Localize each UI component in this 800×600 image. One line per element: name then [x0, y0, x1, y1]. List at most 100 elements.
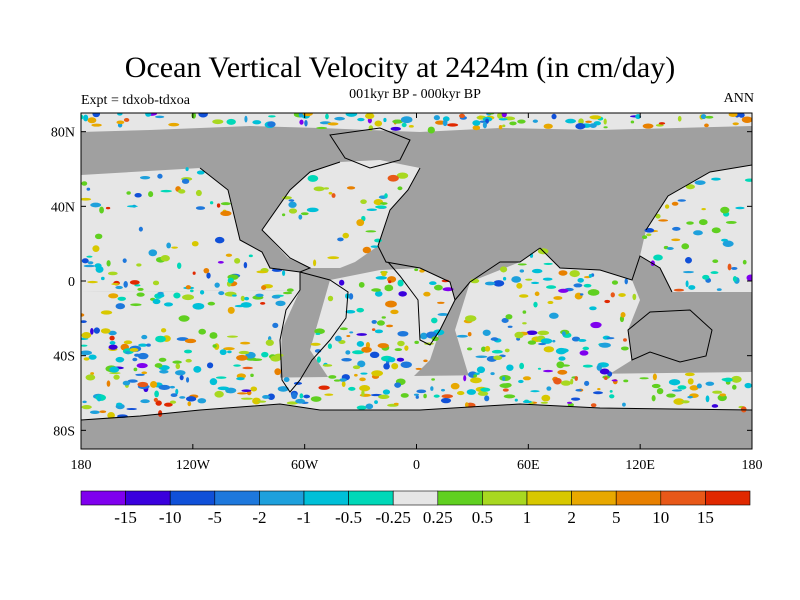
velocity-blob: [431, 317, 438, 324]
velocity-blob: [342, 232, 350, 239]
velocity-blob: [746, 274, 752, 282]
velocity-blob: [467, 331, 472, 337]
velocity-blob: [366, 208, 378, 211]
velocity-blob: [358, 281, 365, 288]
velocity-blob: [588, 273, 592, 278]
velocity-blob: [442, 119, 448, 127]
velocity-blob: [185, 285, 191, 290]
velocity-blob: [316, 356, 321, 363]
colorbar-swatch: [169, 490, 216, 506]
velocity-blob: [549, 312, 559, 319]
velocity-blob: [400, 361, 412, 368]
velocity-blob: [575, 388, 582, 392]
velocity-blob: [393, 402, 399, 406]
velocity-blob: [341, 358, 352, 362]
velocity-blob: [687, 395, 694, 399]
velocity-blob: [525, 278, 533, 281]
velocity-blob: [154, 390, 159, 398]
colorbar-label: 10: [652, 508, 669, 527]
velocity-blob: [437, 313, 449, 316]
velocity-blob: [396, 172, 409, 179]
velocity-blob: [359, 377, 366, 382]
velocity-blob: [106, 380, 111, 387]
velocity-blob: [262, 394, 270, 399]
velocity-blob: [719, 393, 726, 397]
velocity-blob: [440, 397, 452, 404]
velocity-blob: [179, 374, 184, 381]
velocity-blob: [337, 237, 344, 242]
velocity-blob: [571, 397, 581, 401]
velocity-blob: [154, 363, 163, 368]
velocity-blob: [470, 377, 482, 384]
velocity-blob: [519, 294, 529, 298]
velocity-blob: [582, 346, 590, 351]
velocity-blob: [150, 381, 158, 388]
velocity-blob: [689, 385, 699, 391]
velocity-blob: [498, 125, 503, 130]
velocity-blob: [88, 354, 97, 360]
velocity-blob: [531, 281, 540, 285]
velocity-blob: [99, 410, 107, 414]
velocity-blob: [123, 280, 128, 288]
velocity-blob: [390, 126, 401, 131]
australia-coast: [627, 309, 713, 363]
velocity-blob: [700, 114, 707, 120]
velocity-blob: [688, 285, 696, 290]
velocity-blob: [166, 242, 172, 249]
velocity-blob: [509, 121, 517, 126]
velocity-blob: [324, 393, 334, 396]
velocity-blob: [666, 393, 676, 398]
velocity-blob: [540, 401, 549, 404]
velocity-blob: [219, 349, 227, 356]
velocity-blob: [231, 294, 237, 297]
velocity-blob: [288, 199, 295, 202]
velocity-blob: [547, 300, 554, 305]
velocity-blob: [732, 276, 738, 282]
velocity-blob: [139, 175, 151, 180]
velocity-blob: [272, 322, 279, 329]
velocity-blob: [684, 372, 695, 377]
velocity-blob: [270, 355, 281, 362]
velocity-blob: [226, 335, 239, 338]
velocity-blob: [155, 400, 162, 406]
velocity-blob: [109, 372, 121, 375]
velocity-blob: [457, 391, 465, 396]
velocity-blob: [476, 366, 486, 374]
experiment-label: Expt = tdxob-tdxoa: [81, 93, 190, 108]
velocity-blob: [267, 121, 276, 128]
velocity-blob: [117, 296, 126, 301]
velocity-blob: [339, 279, 345, 286]
velocity-blob: [173, 292, 181, 299]
velocity-blob: [401, 122, 407, 128]
velocity-blob: [169, 400, 177, 404]
velocity-blob: [475, 355, 488, 359]
velocity-blob: [190, 289, 194, 293]
velocity-blob: [400, 393, 409, 398]
velocity-blob: [267, 393, 275, 401]
velocity-blob: [327, 295, 334, 302]
velocity-blob: [533, 301, 538, 308]
colorbar-swatch: [348, 490, 394, 506]
velocity-blob: [286, 401, 299, 405]
lon-tick-label: 180: [71, 458, 92, 473]
velocity-blob: [382, 389, 391, 395]
velocity-blob: [671, 238, 681, 242]
velocity-blob: [367, 117, 372, 124]
colorbar-label: -2: [252, 508, 266, 527]
velocity-blob: [466, 347, 473, 351]
lat-tick-label: 80S: [53, 424, 75, 439]
velocity-blob: [501, 317, 509, 324]
velocity-blob: [527, 340, 537, 345]
velocity-blob: [192, 271, 196, 275]
velocity-blob: [138, 226, 143, 232]
velocity-blob: [431, 378, 435, 381]
velocity-blob: [632, 293, 637, 301]
velocity-blob: [299, 393, 304, 399]
velocity-blob: [136, 263, 142, 267]
velocity-blob: [430, 386, 434, 391]
velocity-blob: [209, 378, 218, 386]
velocity-blob: [242, 366, 253, 370]
velocity-blob: [639, 377, 649, 380]
velocity-blob: [352, 365, 361, 370]
asia-coast: [539, 164, 752, 293]
